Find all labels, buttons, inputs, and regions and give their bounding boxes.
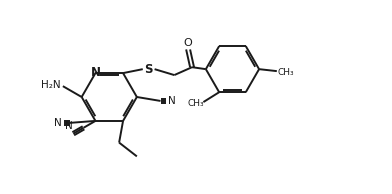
Text: N: N xyxy=(91,66,100,79)
Text: N: N xyxy=(65,121,73,131)
Text: N: N xyxy=(54,118,62,128)
Text: O: O xyxy=(184,38,192,48)
Text: CH₃: CH₃ xyxy=(187,99,204,107)
Text: N: N xyxy=(169,96,176,106)
Text: H₂N: H₂N xyxy=(41,80,61,90)
Text: S: S xyxy=(144,63,153,76)
Text: CH₃: CH₃ xyxy=(278,68,294,77)
